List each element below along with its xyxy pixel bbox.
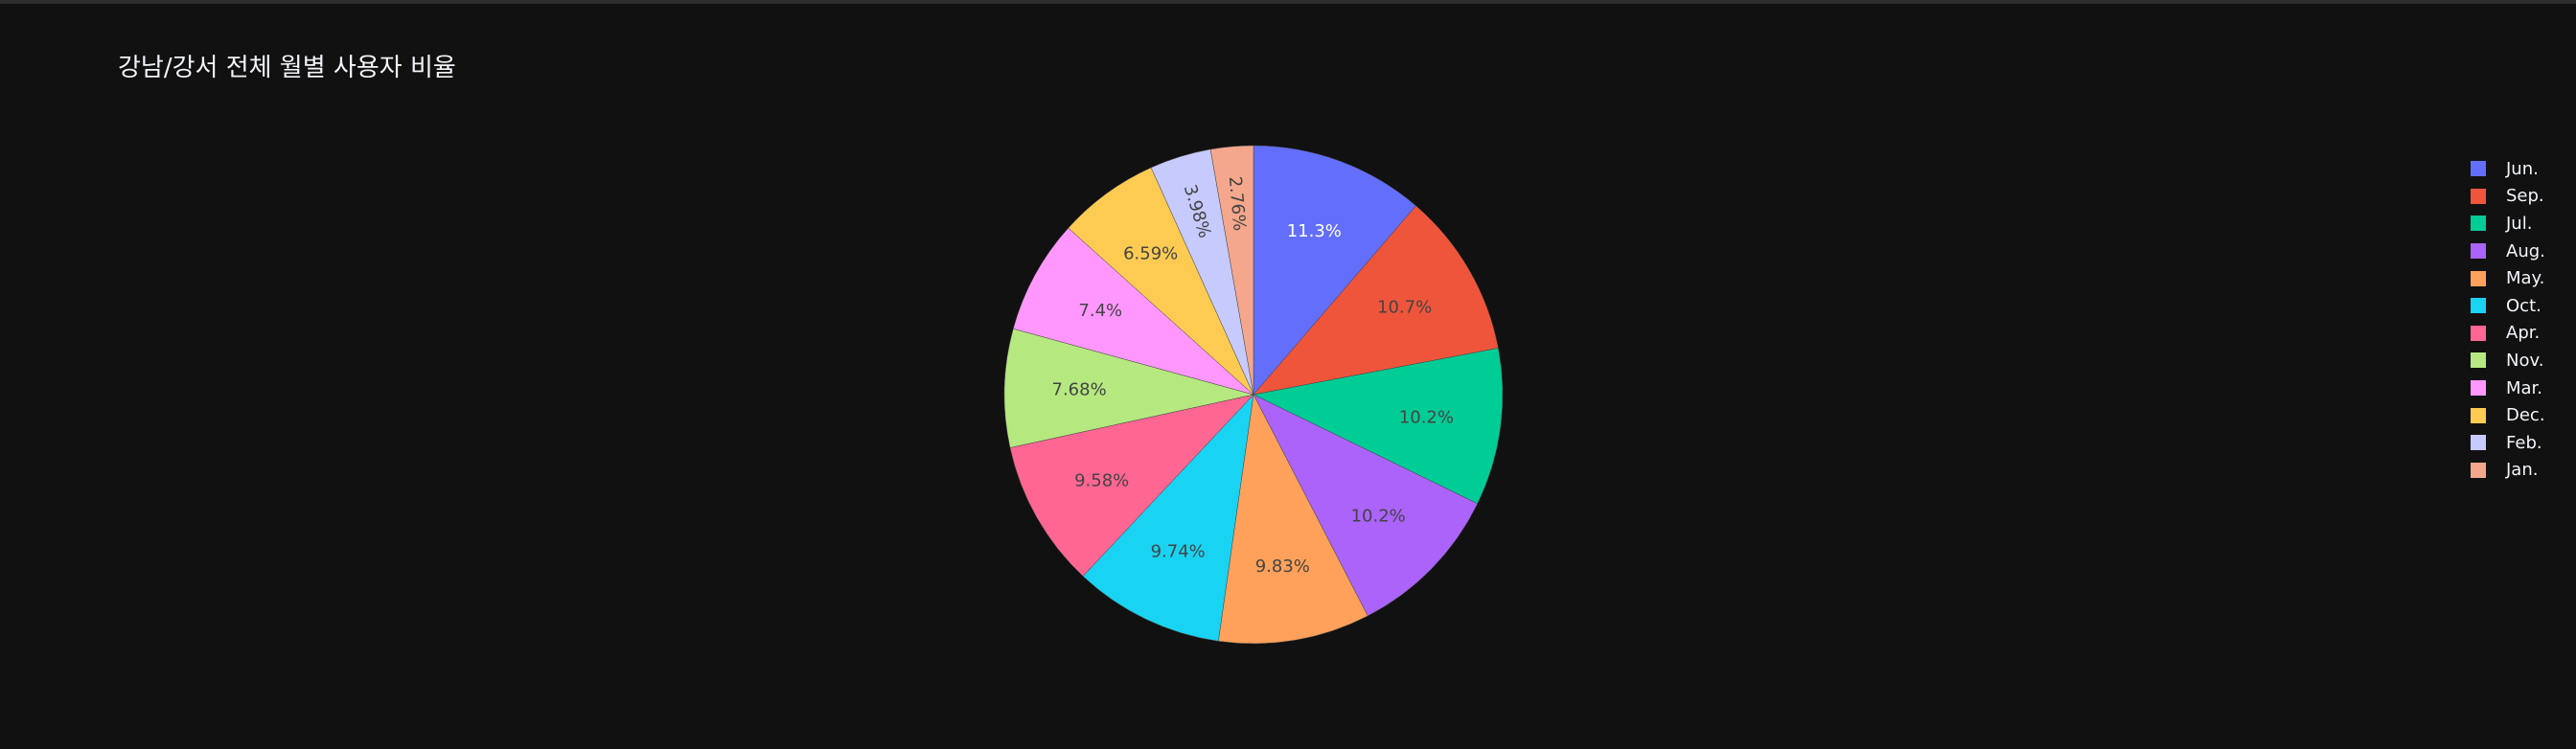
legend-swatch	[2471, 243, 2486, 260]
legend-item-sep[interactable]: Sep.	[2471, 183, 2545, 211]
legend-item-aug[interactable]: Aug.	[2471, 238, 2545, 265]
pie-slice-jun[interactable]	[1253, 145, 1416, 396]
legend-swatch	[2471, 188, 2486, 204]
legend-swatch	[2471, 380, 2486, 397]
slice-label-jan: 2.76%	[1225, 175, 1250, 232]
slice-label-oct: 9.74%	[1151, 542, 1206, 562]
slice-label-mar: 7.4%	[1078, 301, 1122, 321]
legend-item-oct[interactable]: Oct.	[2471, 292, 2545, 320]
legend-label: Jun.	[2506, 158, 2539, 179]
slice-label-dec: 6.59%	[1123, 244, 1178, 264]
legend-swatch	[2471, 161, 2486, 177]
pie-slice-dec[interactable]	[1068, 167, 1254, 396]
pie-slice-oct[interactable]	[1082, 394, 1254, 642]
chart-title: 강남/강서 전체 월별 사용자 비율	[118, 54, 456, 82]
slice-label-jul: 10.2%	[1399, 408, 1454, 428]
slice-label-nov: 7.68%	[1052, 380, 1107, 400]
pie-slice-aug[interactable]	[1253, 394, 1479, 617]
legend-label: Feb.	[2506, 432, 2542, 453]
legend-label: Oct.	[2506, 295, 2542, 316]
pie-slice-jan[interactable]	[1209, 145, 1254, 396]
legend-label: Apr.	[2506, 323, 2541, 344]
pie-slice-apr[interactable]	[1009, 394, 1254, 577]
pie-slice-sep[interactable]	[1253, 205, 1499, 396]
pie-slice-jul[interactable]	[1253, 348, 1504, 505]
legend-item-apr[interactable]: Apr.	[2471, 320, 2545, 348]
top-border	[0, 0, 2576, 4]
legend-label: Jul.	[2506, 213, 2533, 234]
pie-slice-nov[interactable]	[1003, 328, 1254, 448]
legend-swatch	[2471, 407, 2486, 423]
legend-item-mar[interactable]: Mar.	[2471, 374, 2545, 402]
legend-item-jan[interactable]: Jan.	[2471, 457, 2545, 485]
legend-swatch	[2471, 462, 2486, 478]
pie-slice-mar[interactable]	[1012, 227, 1254, 396]
legend-label: Aug.	[2506, 240, 2545, 261]
legend-label: May.	[2506, 268, 2545, 289]
legend-label: Jan.	[2506, 460, 2539, 481]
legend-label: Nov.	[2506, 350, 2544, 371]
legend-label: Sep.	[2506, 186, 2544, 207]
slice-label-sep: 10.7%	[1377, 297, 1432, 317]
slice-label-aug: 10.2%	[1351, 507, 1406, 527]
slice-label-apr: 9.58%	[1074, 470, 1129, 490]
legend-label: Dec.	[2506, 405, 2545, 426]
legend: Jun. Sep. Jul. Aug. May. Oct. Apr. Nov. Mar. Dec.…	[2471, 155, 2545, 484]
legend-item-dec[interactable]: Dec.	[2471, 401, 2545, 429]
legend-item-nov[interactable]: Nov.	[2471, 347, 2545, 374]
legend-swatch	[2471, 435, 2486, 451]
slice-label-jun: 11.3%	[1287, 221, 1342, 241]
legend-swatch	[2471, 325, 2486, 341]
legend-swatch	[2471, 298, 2486, 314]
legend-swatch	[2471, 270, 2486, 286]
legend-item-may[interactable]: May.	[2471, 264, 2545, 292]
slice-label-may: 9.83%	[1255, 556, 1310, 577]
legend-item-jun[interactable]: Jun.	[2471, 155, 2545, 183]
legend-swatch	[2471, 216, 2486, 232]
legend-label: Mar.	[2506, 377, 2543, 398]
legend-item-jul[interactable]: Jul.	[2471, 210, 2545, 238]
legend-item-feb[interactable]: Feb.	[2471, 429, 2545, 457]
legend-swatch	[2471, 352, 2486, 369]
pie-slices	[1003, 145, 1504, 645]
pie-slice-may[interactable]	[1218, 394, 1368, 645]
